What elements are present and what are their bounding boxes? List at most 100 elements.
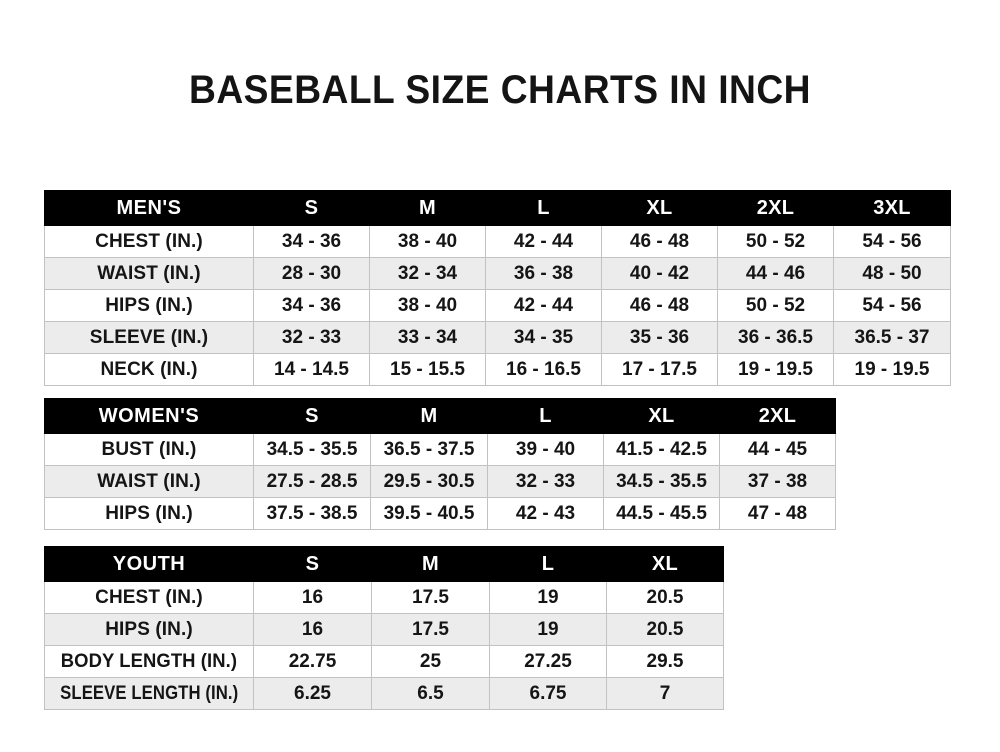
table-row: HIPS (IN.) 37.5 - 38.5 39.5 - 40.5 42 - …	[44, 497, 836, 530]
cell: 36.5 - 37.5	[370, 433, 488, 466]
mens-table-header-xl: XL	[601, 190, 718, 226]
youth-table-header-l: L	[489, 546, 607, 582]
cell: 25	[371, 645, 490, 678]
womens-table-header-xl: XL	[603, 398, 720, 434]
cell: 36 - 38	[485, 257, 602, 290]
cell: 17 - 17.5	[601, 353, 718, 386]
cell: 36.5 - 37	[833, 321, 951, 354]
cell: 19 - 19.5	[717, 353, 834, 386]
cell: 15 - 15.5	[369, 353, 486, 386]
cell: 39 - 40	[487, 433, 604, 466]
cell: 34 - 36	[253, 289, 370, 322]
mens-table-header-2xl: 2XL	[717, 190, 834, 226]
cell: 34 - 36	[253, 225, 370, 258]
youth-table-header-category: YOUTH	[44, 546, 254, 582]
cell: 16 - 16.5	[485, 353, 602, 386]
cell: 34 - 35	[485, 321, 602, 354]
table-row: CHEST (IN.) 16 17.5 19 20.5	[44, 581, 724, 614]
cell: 36 - 36.5	[717, 321, 834, 354]
cell: 38 - 40	[369, 289, 486, 322]
cell: 44 - 46	[717, 257, 834, 290]
womens-table-header-2xl: 2XL	[719, 398, 836, 434]
youth-table-header-xl: XL	[606, 546, 724, 582]
mens-table-header-l: L	[485, 190, 602, 226]
cell: 20.5	[606, 581, 724, 614]
row-label: BUST (IN.)	[44, 433, 254, 466]
table-row: HIPS (IN.) 16 17.5 19 20.5	[44, 613, 724, 646]
youth-size-table: YOUTH S M L XL CHEST (IN.) 16 17.5 19 20…	[44, 546, 724, 710]
row-label-text: SLEEVE LENGTH (IN.)	[59, 682, 239, 704]
cell: 19 - 19.5	[833, 353, 951, 386]
cell: 42 - 43	[487, 497, 604, 530]
mens-table-header-row: MEN'S S M L XL 2XL 3XL	[44, 190, 951, 226]
cell: 33 - 34	[369, 321, 486, 354]
cell: 19	[489, 613, 607, 646]
table-row: BODY LENGTH (IN.) 22.75 25 27.25 29.5	[44, 645, 724, 678]
cell: 42 - 44	[485, 225, 602, 258]
womens-table-header-s: S	[253, 398, 371, 434]
cell: 48 - 50	[833, 257, 951, 290]
row-label: WAIST (IN.)	[44, 257, 254, 290]
cell: 47 - 48	[719, 497, 836, 530]
table-row: SLEEVE LENGTH (IN.) 6.25 6.5 6.75 7	[44, 677, 724, 710]
mens-size-table: MEN'S S M L XL 2XL 3XL CHEST (IN.) 34 - …	[44, 190, 951, 386]
cell: 6.75	[489, 677, 607, 710]
womens-table-header-m: M	[370, 398, 488, 434]
cell: 16	[253, 613, 372, 646]
row-label: NECK (IN.)	[44, 353, 254, 386]
cell: 20.5	[606, 613, 724, 646]
cell: 27.25	[489, 645, 607, 678]
cell: 6.25	[253, 677, 372, 710]
row-label: HIPS (IN.)	[44, 613, 254, 646]
cell: 37 - 38	[719, 465, 836, 498]
table-row: BUST (IN.) 34.5 - 35.5 36.5 - 37.5 39 - …	[44, 433, 836, 466]
cell: 32 - 33	[253, 321, 370, 354]
row-label: WAIST (IN.)	[44, 465, 254, 498]
row-label: HIPS (IN.)	[44, 497, 254, 530]
cell: 42 - 44	[485, 289, 602, 322]
cell: 28 - 30	[253, 257, 370, 290]
cell: 34.5 - 35.5	[253, 433, 371, 466]
row-label: CHEST (IN.)	[44, 225, 254, 258]
table-row: SLEEVE (IN.) 32 - 33 33 - 34 34 - 35 35 …	[44, 321, 951, 354]
youth-table-header-m: M	[371, 546, 490, 582]
table-row: NECK (IN.) 14 - 14.5 15 - 15.5 16 - 16.5…	[44, 353, 951, 386]
cell: 46 - 48	[601, 225, 718, 258]
cell: 29.5	[606, 645, 724, 678]
cell: 32 - 34	[369, 257, 486, 290]
row-label: SLEEVE (IN.)	[44, 321, 254, 354]
cell: 27.5 - 28.5	[253, 465, 371, 498]
row-label-text: BODY LENGTH (IN.)	[60, 650, 238, 672]
cell: 7	[606, 677, 724, 710]
row-label: BODY LENGTH (IN.)	[44, 645, 254, 678]
cell: 19	[489, 581, 607, 614]
cell: 50 - 52	[717, 225, 834, 258]
womens-table-header-row: WOMEN'S S M L XL 2XL	[44, 398, 836, 434]
womens-size-table: WOMEN'S S M L XL 2XL BUST (IN.) 34.5 - 3…	[44, 398, 836, 530]
table-row: WAIST (IN.) 28 - 30 32 - 34 36 - 38 40 -…	[44, 257, 951, 290]
row-label: CHEST (IN.)	[44, 581, 254, 614]
cell: 38 - 40	[369, 225, 486, 258]
row-label: SLEEVE LENGTH (IN.)	[44, 677, 254, 710]
womens-table-header-category: WOMEN'S	[44, 398, 254, 434]
cell: 44 - 45	[719, 433, 836, 466]
page-title: BASEBALL SIZE CHARTS IN INCH	[188, 68, 812, 112]
table-row: CHEST (IN.) 34 - 36 38 - 40 42 - 44 46 -…	[44, 225, 951, 258]
cell: 44.5 - 45.5	[603, 497, 720, 530]
womens-table-header-l: L	[487, 398, 604, 434]
cell: 54 - 56	[833, 225, 951, 258]
youth-table-header-s: S	[253, 546, 372, 582]
row-label: HIPS (IN.)	[44, 289, 254, 322]
mens-table-header-category: MEN'S	[44, 190, 254, 226]
cell: 54 - 56	[833, 289, 951, 322]
cell: 6.5	[371, 677, 490, 710]
cell: 34.5 - 35.5	[603, 465, 720, 498]
cell: 29.5 - 30.5	[370, 465, 488, 498]
cell: 40 - 42	[601, 257, 718, 290]
cell: 32 - 33	[487, 465, 604, 498]
cell: 37.5 - 38.5	[253, 497, 371, 530]
cell: 50 - 52	[717, 289, 834, 322]
mens-table-header-m: M	[369, 190, 486, 226]
cell: 46 - 48	[601, 289, 718, 322]
